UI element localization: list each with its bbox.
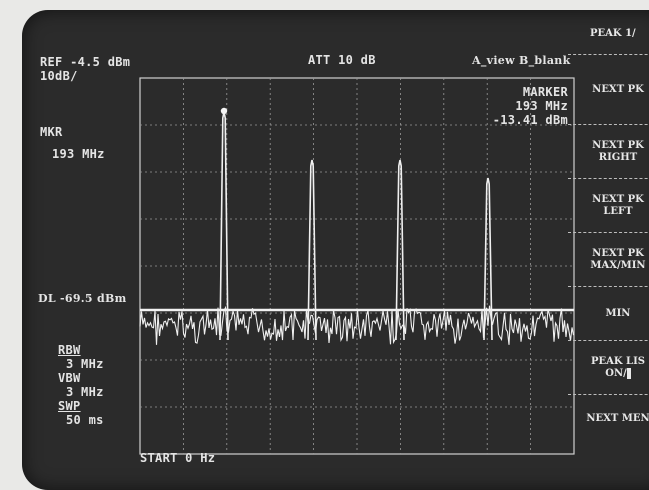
- softkey-label: NEXT PK: [592, 140, 644, 151]
- softkey-label: NEXT MEN: [586, 413, 649, 424]
- attenuation: ATT 10 dB: [308, 53, 376, 67]
- ref-level: REF -4.5 dBm: [40, 55, 131, 69]
- mkr-value: 193 MHz: [52, 147, 105, 161]
- spectrum-display: [139, 77, 575, 455]
- vbw-label: VBW: [58, 371, 81, 385]
- display-line-value: DL -69.5 dBm: [38, 292, 127, 305]
- start-frequency: START 0 Hz: [140, 451, 216, 465]
- softkey-sublabel: MAX/MIN: [590, 260, 646, 271]
- marker-label: MARKER: [522, 85, 568, 99]
- softkey-sublabel: RIGHT: [598, 152, 638, 163]
- scale-per-div: 10dB/: [40, 69, 78, 83]
- softkey-next-menu[interactable]: NEXT MEN: [568, 394, 649, 443]
- signal-peak: [219, 111, 229, 341]
- softkey-next-peak-right[interactable]: NEXT PK RIGHT: [568, 124, 649, 179]
- analyzer-screen: REF -4.5 dBm 10dB/ ATT 10 dB A_view B_bl…: [22, 10, 649, 490]
- marker-point: [220, 107, 228, 115]
- signal-peak: [483, 177, 493, 341]
- trace-view-status: A_view B_blank: [472, 54, 571, 67]
- softkey-label: NEXT PK: [592, 84, 644, 95]
- swp-label: SWP: [58, 399, 81, 413]
- vbw-value: 3 MHz: [66, 385, 104, 399]
- marker-level: -13.41 dBm: [492, 113, 568, 127]
- softkey-menu-title: PEAK 1/: [590, 28, 636, 39]
- signal-peak: [395, 159, 405, 341]
- softkey-label: PEAK LIS: [590, 356, 645, 367]
- swp-value: 50 ms: [66, 413, 104, 427]
- mkr-label: MKR: [40, 125, 63, 139]
- marker-frequency: 193 MHz: [515, 99, 568, 113]
- softkey-label: NEXT PK: [592, 248, 644, 259]
- softkey-next-peak-left[interactable]: NEXT PK LEFT: [568, 178, 649, 233]
- signal-peaks: [219, 111, 493, 341]
- noise-floor-trace: [139, 305, 575, 345]
- softkey-label: NEXT PK: [592, 194, 644, 205]
- softkey-min[interactable]: MIN: [568, 286, 649, 341]
- softkey-next-peak-maxmin[interactable]: NEXT PK MAX/MIN: [568, 232, 649, 287]
- softkey-sublabel: ON/: [605, 368, 627, 379]
- softkey-sublabel: LEFT: [603, 206, 633, 217]
- graticule-grid: [140, 78, 574, 454]
- off-highlight: [626, 368, 631, 379]
- softkey-next-peak[interactable]: NEXT PK: [568, 54, 649, 125]
- rbw-value: 3 MHz: [66, 357, 104, 371]
- rbw-label: RBW: [58, 343, 81, 357]
- signal-peak: [307, 159, 317, 341]
- softkey-peak-list[interactable]: PEAK LIS ON/: [568, 340, 649, 395]
- softkey-label: MIN: [605, 308, 631, 319]
